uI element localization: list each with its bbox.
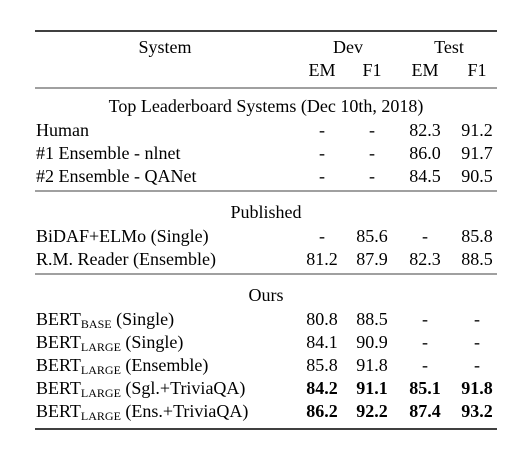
cell: 87.4 [409, 401, 441, 421]
cell: 85.1 [409, 378, 441, 398]
cell: - [369, 143, 375, 163]
section-title: Published [230, 202, 301, 222]
cell: 88.5 [461, 249, 493, 269]
cell: 92.2 [356, 401, 388, 421]
cell: 90.5 [461, 166, 493, 186]
cell: 88.5 [356, 309, 388, 329]
header-metric: F1 [467, 60, 486, 80]
cell: 82.3 [409, 120, 441, 140]
cell: - [422, 355, 428, 375]
cell: 81.2 [306, 249, 338, 269]
cell: 84.1 [306, 332, 338, 352]
system-base: #2 Ensemble - QANet [36, 166, 196, 186]
cell: 91.8 [356, 355, 388, 375]
system-rest: (Ens.+TriviaQA) [121, 401, 249, 422]
system-name: BERTLARGE (Sgl.+TriviaQA) [36, 378, 245, 400]
header-metric: EM [309, 60, 336, 80]
header-metric: F1 [362, 60, 381, 80]
cell: 80.8 [306, 309, 338, 329]
cell: - [474, 309, 480, 329]
cell: 91.2 [461, 120, 493, 140]
system-name: BERTLARGE (Single) [36, 332, 183, 354]
system-name: BERTLARGE (Ensemble) [36, 355, 208, 377]
section-title: Top Leaderboard Systems (Dec 10th, 2018) [109, 96, 424, 117]
cell: 85.8 [306, 355, 338, 375]
cell: - [319, 120, 325, 140]
system-name: #2 Ensemble - QANet [36, 166, 196, 186]
header-group: Test [434, 37, 464, 57]
cell: 86.0 [409, 143, 441, 163]
header-system: System [138, 37, 191, 57]
cell: 82.3 [409, 249, 441, 269]
system-name: Human [36, 120, 89, 140]
system-name: BERTLARGE (Ens.+TriviaQA) [36, 401, 248, 423]
system-name: BERTBASE (Single) [36, 309, 174, 331]
system-base: R.M. Reader (Ensemble) [36, 249, 216, 270]
system-base: Human [36, 120, 89, 140]
section-title: Ours [249, 285, 284, 305]
cell: - [474, 332, 480, 352]
system-rest: (Single) [121, 332, 184, 353]
cell: - [319, 166, 325, 186]
system-rest: (Sgl.+TriviaQA) [121, 378, 246, 399]
system-base: BiDAF+ELMo (Single) [36, 226, 209, 247]
header-metric: EM [412, 60, 439, 80]
cell: 86.2 [306, 401, 338, 421]
cell: 90.9 [356, 332, 388, 352]
cell: - [369, 166, 375, 186]
system-sub: BASE [81, 317, 112, 331]
system-sub: LARGE [81, 340, 121, 354]
cell: - [422, 309, 428, 329]
cell: - [474, 355, 480, 375]
cell: - [422, 332, 428, 352]
header-group: Dev [333, 37, 363, 57]
system-name: BiDAF+ELMo (Single) [36, 226, 209, 247]
cell: 91.8 [461, 378, 493, 398]
cell: - [422, 226, 428, 246]
system-sub: LARGE [81, 363, 121, 377]
cell: 85.8 [461, 226, 493, 246]
cell: - [319, 226, 325, 246]
cell: 85.6 [356, 226, 388, 246]
system-name: #1 Ensemble - nlnet [36, 143, 180, 163]
cell: 87.9 [356, 249, 388, 269]
cell: - [369, 120, 375, 140]
system-base: BERT [36, 355, 81, 375]
cell: 93.2 [461, 401, 493, 421]
system-sub: LARGE [81, 409, 121, 423]
cell: 84.2 [306, 378, 338, 398]
system-base: BERT [36, 378, 81, 398]
system-base: #1 Ensemble - nlnet [36, 143, 180, 163]
system-rest: (Ensemble) [121, 355, 208, 376]
cell: - [319, 143, 325, 163]
system-rest: (Single) [112, 309, 175, 330]
cell: 91.7 [461, 143, 493, 163]
system-base: BERT [36, 332, 81, 352]
system-base: BERT [36, 309, 81, 329]
system-name: R.M. Reader (Ensemble) [36, 249, 216, 270]
system-sub: LARGE [81, 386, 121, 400]
system-base: BERT [36, 401, 81, 421]
cell: 84.5 [409, 166, 441, 186]
cell: 91.1 [356, 378, 388, 398]
